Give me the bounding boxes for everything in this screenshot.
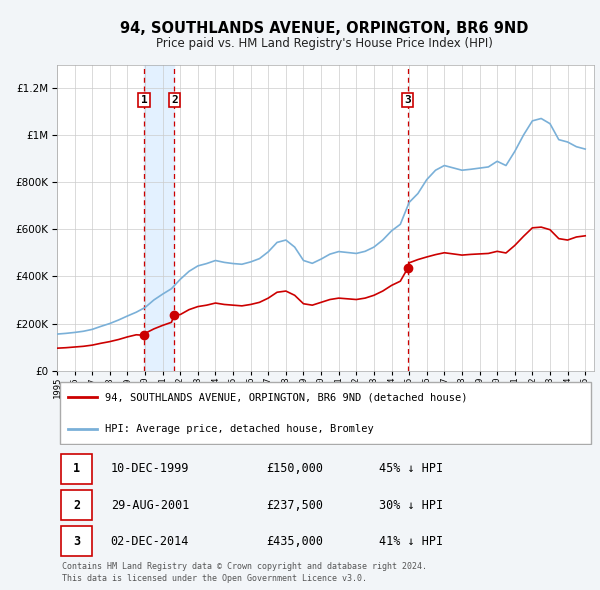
Text: 1: 1 — [140, 95, 148, 105]
Text: 30% ↓ HPI: 30% ↓ HPI — [379, 499, 443, 512]
Bar — [144, 65, 174, 371]
FancyBboxPatch shape — [59, 382, 592, 444]
Text: 94, SOUTHLANDS AVENUE, ORPINGTON, BR6 9ND: 94, SOUTHLANDS AVENUE, ORPINGTON, BR6 9N… — [120, 21, 528, 35]
Text: 29-AUG-2001: 29-AUG-2001 — [111, 499, 189, 512]
FancyBboxPatch shape — [61, 454, 92, 484]
Text: 3: 3 — [73, 535, 80, 548]
Text: 2: 2 — [73, 499, 80, 512]
Text: 3: 3 — [404, 95, 411, 105]
Text: 41% ↓ HPI: 41% ↓ HPI — [379, 535, 443, 548]
Text: 2: 2 — [171, 95, 178, 105]
Text: 45% ↓ HPI: 45% ↓ HPI — [379, 463, 443, 476]
FancyBboxPatch shape — [61, 490, 92, 520]
Text: Price paid vs. HM Land Registry's House Price Index (HPI): Price paid vs. HM Land Registry's House … — [155, 37, 493, 50]
Text: £150,000: £150,000 — [266, 463, 323, 476]
Text: 1: 1 — [73, 463, 80, 476]
Text: 94, SOUTHLANDS AVENUE, ORPINGTON, BR6 9ND (detached house): 94, SOUTHLANDS AVENUE, ORPINGTON, BR6 9N… — [106, 392, 468, 402]
Text: HPI: Average price, detached house, Bromley: HPI: Average price, detached house, Brom… — [106, 424, 374, 434]
FancyBboxPatch shape — [61, 526, 92, 556]
Text: £435,000: £435,000 — [266, 535, 323, 548]
Text: Contains HM Land Registry data © Crown copyright and database right 2024.
This d: Contains HM Land Registry data © Crown c… — [62, 562, 427, 583]
Text: 02-DEC-2014: 02-DEC-2014 — [111, 535, 189, 548]
Text: 10-DEC-1999: 10-DEC-1999 — [111, 463, 189, 476]
Text: £237,500: £237,500 — [266, 499, 323, 512]
